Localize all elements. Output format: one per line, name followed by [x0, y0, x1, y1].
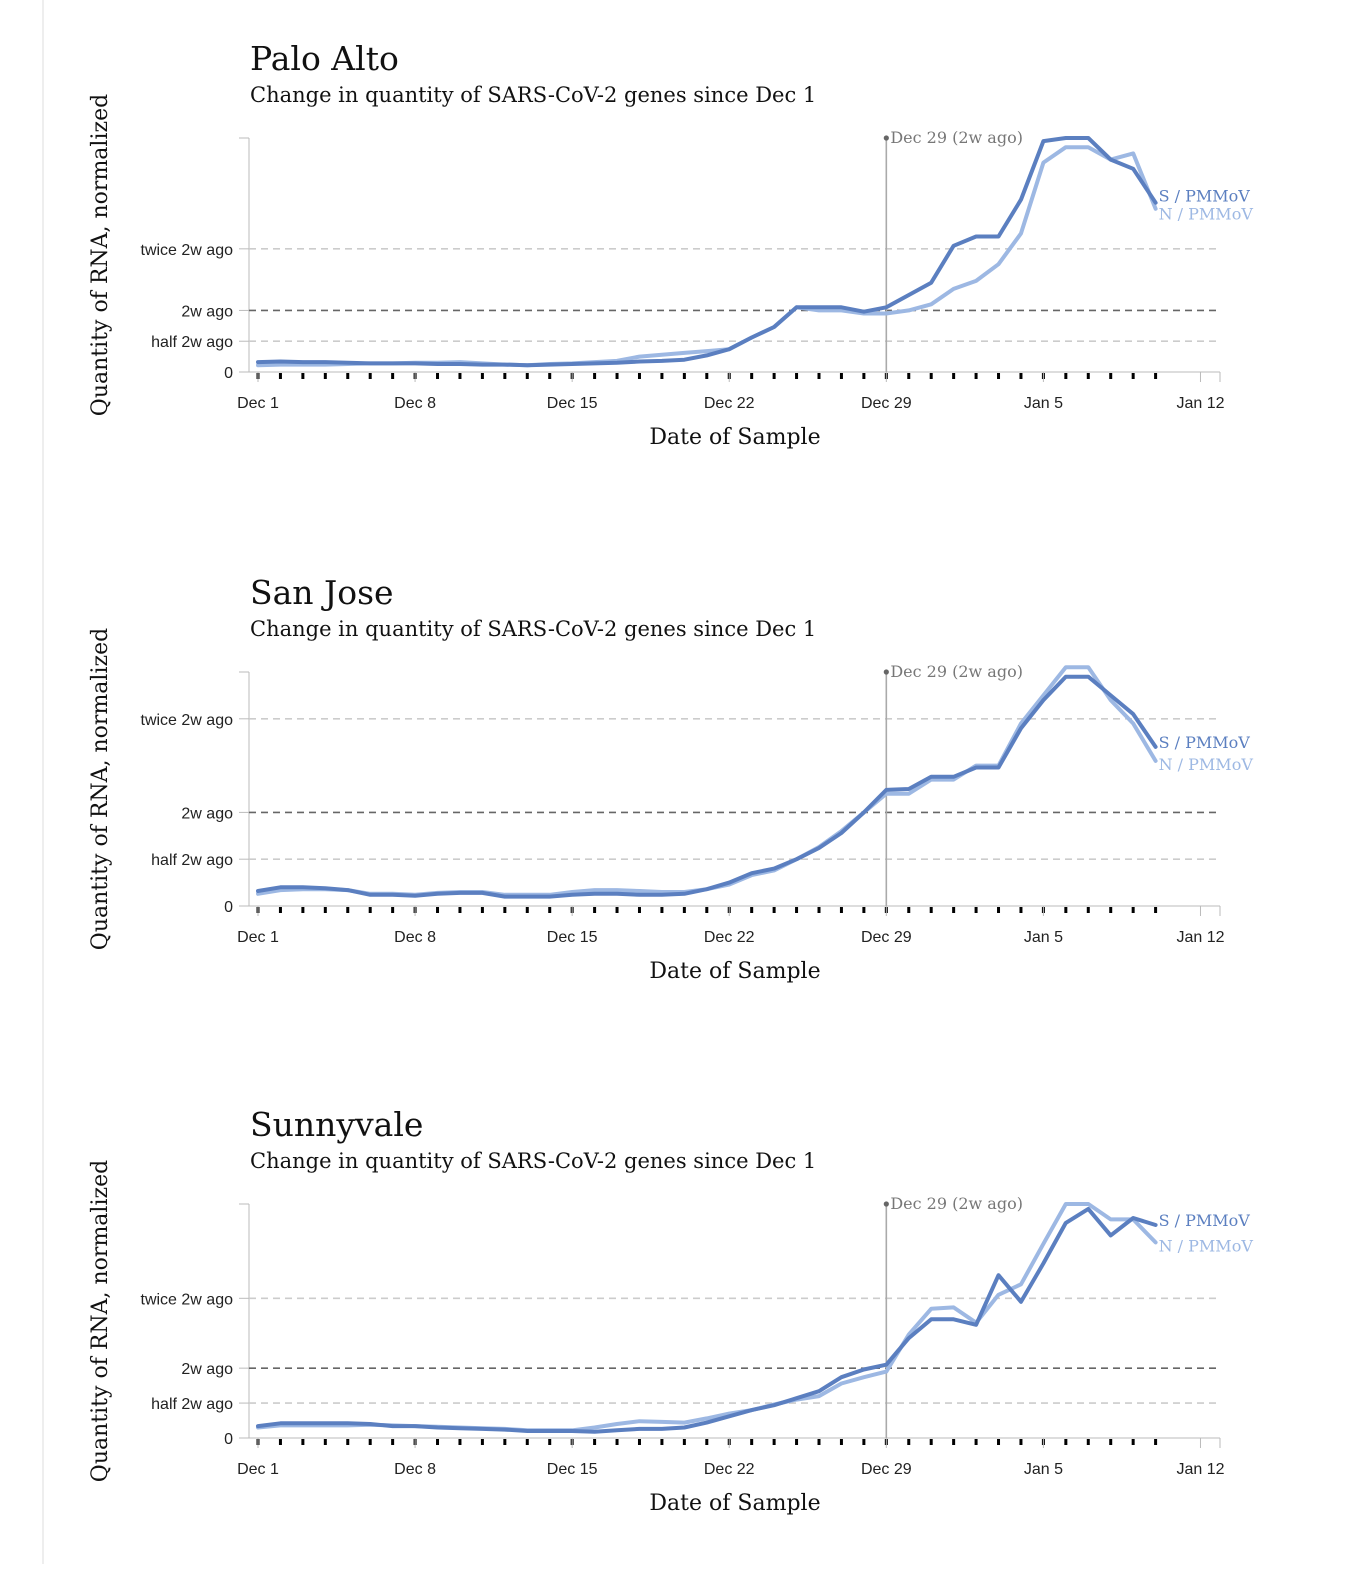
- chart-panel-sunnyvale: Sunnyvale Change in quantity of SARS-CoV-…: [0, 1066, 1354, 1566]
- series-label: S / PMMoV: [1159, 733, 1251, 752]
- page-left-rule: [42, 0, 44, 1564]
- chart-subtitle: Change in quantity of SARS-CoV-2 genes s…: [250, 83, 816, 107]
- x-axis-title: Date of Sample: [649, 425, 820, 450]
- chart-subtitle: Change in quantity of SARS-CoV-2 genes s…: [250, 617, 816, 641]
- x-tick-label: Jan 12: [1176, 395, 1224, 412]
- x-tick-label: Dec 8: [394, 929, 436, 946]
- chart-title: Sunnyvale: [250, 1105, 423, 1144]
- y-tick-label: 0: [224, 899, 233, 916]
- chart-svg: Palo Alto Change in quantity of SARS-CoV-…: [88, 39, 1254, 450]
- chart-svg: San Jose Change in quantity of SARS-CoV-2…: [88, 573, 1254, 984]
- y-tick-label: twice 2w ago: [141, 712, 234, 729]
- x-tick-label: Dec 22: [704, 929, 755, 946]
- y-tick-label: 2w ago: [181, 805, 233, 822]
- annotation-dot: [883, 1201, 889, 1207]
- chart-panel-san-jose: San Jose Change in quantity of SARS-CoV-2…: [0, 534, 1354, 1034]
- series-label: N / PMMoV: [1159, 1236, 1254, 1255]
- y-axis-title: Quantity of RNA, normalized: [88, 628, 113, 950]
- y-axis-title: Quantity of RNA, normalized: [88, 94, 113, 416]
- y-tick-label: half 2w ago: [151, 334, 233, 351]
- x-axis-title: Date of Sample: [649, 959, 820, 984]
- y-tick-label: 2w ago: [181, 303, 233, 320]
- x-tick-label: Dec 8: [394, 395, 436, 412]
- series-line: [256, 674, 1158, 899]
- y-tick-label: 0: [224, 1431, 233, 1448]
- x-tick-label: Jan 12: [1176, 929, 1224, 946]
- series-line: [256, 145, 1158, 368]
- x-tick-label: Jan 5: [1024, 395, 1063, 412]
- x-tick-label: Dec 8: [394, 1461, 436, 1478]
- y-axis-title: Quantity of RNA, normalized: [88, 1160, 113, 1482]
- x-tick-label: Dec 22: [704, 395, 755, 412]
- annotation-dot: [883, 669, 889, 675]
- y-tick-label: 0: [224, 365, 233, 382]
- chart-subtitle: Change in quantity of SARS-CoV-2 genes s…: [250, 1149, 816, 1173]
- series-label: N / PMMoV: [1159, 755, 1254, 774]
- chart-panel-palo-alto: Palo Alto Change in quantity of SARS-CoV-…: [0, 0, 1354, 500]
- y-tick-label: twice 2w ago: [141, 1291, 234, 1308]
- x-tick-label: Dec 15: [547, 395, 598, 412]
- series-label: S / PMMoV: [1159, 187, 1251, 206]
- x-tick-label: Dec 1: [237, 929, 279, 946]
- x-tick-label: Dec 15: [547, 929, 598, 946]
- series-line: [256, 1206, 1158, 1434]
- y-tick-label: half 2w ago: [151, 852, 233, 869]
- x-tick-label: Dec 22: [704, 1461, 755, 1478]
- x-tick-label: Jan 5: [1024, 1461, 1063, 1478]
- x-tick-label: Jan 12: [1176, 1461, 1224, 1478]
- x-tick-label: Dec 1: [237, 395, 279, 412]
- y-tick-label: twice 2w ago: [141, 242, 234, 259]
- y-tick-label: 2w ago: [181, 1361, 233, 1378]
- annotation-label: Dec 29 (2w ago): [890, 128, 1023, 147]
- series-line: [256, 665, 1158, 897]
- series-line: [256, 136, 1158, 368]
- series-label: N / PMMoV: [1159, 205, 1254, 224]
- x-tick-label: Jan 5: [1024, 929, 1063, 946]
- series-line: [256, 1202, 1158, 1433]
- annotation-label: Dec 29 (2w ago): [890, 1194, 1023, 1213]
- chart-svg: Sunnyvale Change in quantity of SARS-CoV-…: [88, 1105, 1254, 1516]
- x-axis-title: Date of Sample: [649, 1491, 820, 1516]
- chart-title: San Jose: [250, 573, 394, 612]
- x-tick-label: Dec 29: [861, 929, 912, 946]
- annotation-dot: [883, 135, 889, 141]
- chart-title: Palo Alto: [250, 39, 399, 78]
- y-tick-label: half 2w ago: [151, 1396, 233, 1413]
- x-tick-label: Dec 29: [861, 395, 912, 412]
- x-tick-label: Dec 15: [547, 1461, 598, 1478]
- x-tick-label: Dec 29: [861, 1461, 912, 1478]
- annotation-label: Dec 29 (2w ago): [890, 662, 1023, 681]
- series-label: S / PMMoV: [1159, 1211, 1251, 1230]
- x-tick-label: Dec 1: [237, 1461, 279, 1478]
